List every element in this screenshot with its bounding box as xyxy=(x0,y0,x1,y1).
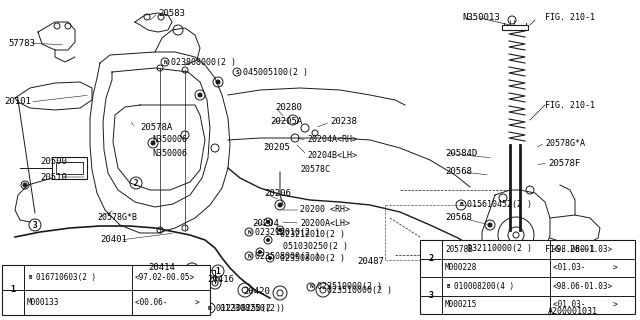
Text: 20578C: 20578C xyxy=(300,164,330,173)
Bar xyxy=(56,162,83,174)
Text: FIG. 210-1: FIG. 210-1 xyxy=(545,100,595,109)
Text: 023510000(2 ): 023510000(2 ) xyxy=(317,283,382,292)
Text: <98.06-01.03>: <98.06-01.03> xyxy=(553,282,613,291)
Circle shape xyxy=(259,251,262,253)
Text: 20204B<LH>: 20204B<LH> xyxy=(307,150,357,159)
Circle shape xyxy=(278,203,282,207)
Text: 016710603(2 ): 016710603(2 ) xyxy=(36,273,96,282)
Text: 032110000(2 ): 032110000(2 ) xyxy=(467,244,532,252)
Text: 20500: 20500 xyxy=(40,157,67,166)
Text: 20416: 20416 xyxy=(207,276,234,284)
Text: 20280: 20280 xyxy=(275,102,302,111)
Text: 1: 1 xyxy=(216,267,220,276)
Text: 012308250(2 ): 012308250(2 ) xyxy=(216,303,281,313)
Text: FIG. 210-1: FIG. 210-1 xyxy=(545,13,595,22)
Text: 023808000(2 ): 023808000(2 ) xyxy=(171,58,236,67)
Text: M000215: M000215 xyxy=(445,300,477,309)
Text: 2: 2 xyxy=(429,254,433,263)
Text: 20578F: 20578F xyxy=(548,158,580,167)
Circle shape xyxy=(269,257,271,260)
Text: M000133: M000133 xyxy=(27,298,60,307)
Text: M000228: M000228 xyxy=(445,263,477,272)
Text: 023508000(2 ): 023508000(2 ) xyxy=(280,254,345,263)
Text: 010008200(4 ): 010008200(4 ) xyxy=(454,282,514,291)
Text: A200001031: A200001031 xyxy=(548,308,598,316)
Text: N350006: N350006 xyxy=(152,148,187,157)
Text: 20401: 20401 xyxy=(100,236,127,244)
Text: 20200 <RH>: 20200 <RH> xyxy=(300,205,350,214)
Text: 045005100(2 ): 045005100(2 ) xyxy=(243,68,308,76)
Text: N: N xyxy=(309,284,313,290)
Circle shape xyxy=(488,223,492,227)
Text: 20578G*B: 20578G*B xyxy=(97,213,137,222)
Text: 1: 1 xyxy=(10,285,15,294)
Text: B: B xyxy=(28,275,31,280)
Text: 20510: 20510 xyxy=(40,172,67,181)
Bar xyxy=(2,265,210,315)
Text: 3: 3 xyxy=(429,291,433,300)
Text: 20238: 20238 xyxy=(330,117,357,126)
Text: 20578G*A: 20578G*A xyxy=(545,139,585,148)
Text: 20568: 20568 xyxy=(445,167,472,177)
Circle shape xyxy=(266,238,269,242)
Text: N350013: N350013 xyxy=(462,13,500,22)
Text: 20101: 20101 xyxy=(4,98,31,107)
Text: 20200A<LH>: 20200A<LH> xyxy=(300,219,350,228)
Bar xyxy=(52,157,87,179)
Text: S: S xyxy=(235,69,239,75)
Text: 20206: 20206 xyxy=(264,188,291,197)
Circle shape xyxy=(278,228,282,231)
Text: B: B xyxy=(459,203,463,207)
Text: N: N xyxy=(247,229,251,235)
Text: FIG. 280-1: FIG. 280-1 xyxy=(545,245,595,254)
Text: B: B xyxy=(446,284,450,289)
Text: <98.06-01.03>: <98.06-01.03> xyxy=(553,245,613,254)
Text: 20578A: 20578A xyxy=(140,124,172,132)
Text: 015610452(2 ): 015610452(2 ) xyxy=(467,201,532,210)
Text: 023212010(2 ): 023212010(2 ) xyxy=(255,228,320,236)
Text: <01.03-      >: <01.03- > xyxy=(553,300,618,309)
Circle shape xyxy=(151,141,155,145)
Text: N: N xyxy=(247,253,251,259)
Text: 3: 3 xyxy=(33,220,37,229)
Text: 20584D: 20584D xyxy=(445,148,477,157)
Text: 20487: 20487 xyxy=(357,257,384,266)
Text: 20205A: 20205A xyxy=(270,117,302,126)
Text: 023510000(2 ): 023510000(2 ) xyxy=(327,285,392,294)
Circle shape xyxy=(216,80,220,84)
Text: <01.03-      >: <01.03- > xyxy=(553,263,618,272)
Text: 20568: 20568 xyxy=(445,213,472,222)
Bar xyxy=(502,25,528,30)
Text: 20204A<RH>: 20204A<RH> xyxy=(307,135,357,145)
Text: 012308250(2 ): 012308250(2 ) xyxy=(220,303,285,313)
Text: 023508000(2 ): 023508000(2 ) xyxy=(255,252,320,260)
Text: <00.06-      >: <00.06- > xyxy=(135,298,200,307)
Text: 20205: 20205 xyxy=(263,143,290,153)
Text: 20414: 20414 xyxy=(148,263,175,273)
Circle shape xyxy=(198,93,202,97)
Text: 20420: 20420 xyxy=(243,287,270,297)
Circle shape xyxy=(23,183,27,187)
Text: 20204: 20204 xyxy=(252,219,279,228)
Text: 57783: 57783 xyxy=(8,38,35,47)
Bar xyxy=(420,240,635,314)
Text: 2: 2 xyxy=(134,179,138,188)
Circle shape xyxy=(266,220,269,223)
Text: 023212010(2 ): 023212010(2 ) xyxy=(280,230,345,239)
Text: 20578B: 20578B xyxy=(445,245,473,254)
Text: 051030250(2 ): 051030250(2 ) xyxy=(283,243,348,252)
Text: <97.02-00.05>: <97.02-00.05> xyxy=(135,273,195,282)
Text: 20583: 20583 xyxy=(158,9,185,18)
Text: N: N xyxy=(163,60,167,65)
Text: B: B xyxy=(208,306,212,310)
Text: N350006: N350006 xyxy=(152,135,187,145)
